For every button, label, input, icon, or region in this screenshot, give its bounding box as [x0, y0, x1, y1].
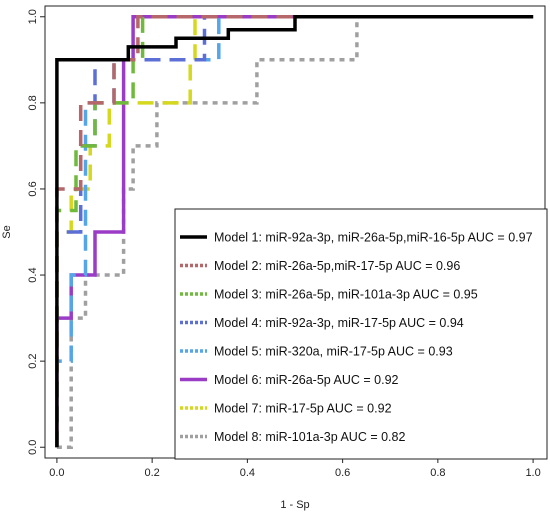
x-tick-label: 0.8 — [430, 467, 445, 479]
x-tick-label: 0.6 — [335, 467, 350, 479]
legend-box — [174, 208, 548, 460]
legend-label: Model 5: miR-320a, miR-17-5p AUC = 0.93 — [214, 345, 453, 359]
legend-label: Model 1: miR-92a-3p, miR-26a-5p,miR-16-5… — [214, 231, 533, 245]
y-tick-label: 1.0 — [27, 9, 39, 24]
y-axis-label: Se — [1, 225, 13, 238]
legend-label: Model 8: miR-101a-3p AUC = 0.82 — [214, 430, 405, 444]
legend: Model 1: miR-92a-3p, miR-26a-5p,miR-16-5… — [174, 208, 548, 460]
y-tick-label: 0.0 — [27, 440, 39, 455]
x-tick-label: 1.0 — [525, 467, 540, 479]
x-axis-label: 1 - Sp — [280, 499, 309, 511]
y-tick-label: 0.2 — [27, 353, 39, 368]
roc-curves — [55, 15, 534, 449]
y-tick-label: 0.8 — [27, 95, 39, 110]
y-tick-label: 0.6 — [27, 181, 39, 196]
roc-curve-model-8 — [56, 15, 534, 449]
legend-label: Model 4: miR-92a-3p, miR-17-5p AUC = 0.9… — [214, 316, 464, 330]
legend-label: Model 2: miR-26a-5p,miR-17-5p AUC = 0.96 — [214, 259, 460, 273]
x-tick-label: 0.0 — [49, 467, 64, 479]
axis-ticks: 0.0 0.2 0.4 0.6 0.8 1.0 0.0 0.2 0.4 0.6 0.8 1.0 — [27, 9, 541, 479]
x-tick-label: 0.2 — [144, 467, 159, 479]
roc-curve-model-2 — [55, 15, 534, 448]
legend-label: Model 3: miR-26a-5p, miR-101a-3p AUC = 0… — [214, 288, 478, 302]
roc-curve-model-5 — [55, 15, 534, 448]
y-tick-label: 0.4 — [27, 267, 39, 282]
legend-label: Model 6: miR-26a-5p AUC = 0.92 — [214, 373, 399, 387]
roc-curve-model-1 — [55, 15, 534, 448]
legend-label: Model 7: miR-17-5p AUC = 0.92 — [214, 402, 392, 416]
x-tick-label: 0.4 — [240, 467, 255, 479]
